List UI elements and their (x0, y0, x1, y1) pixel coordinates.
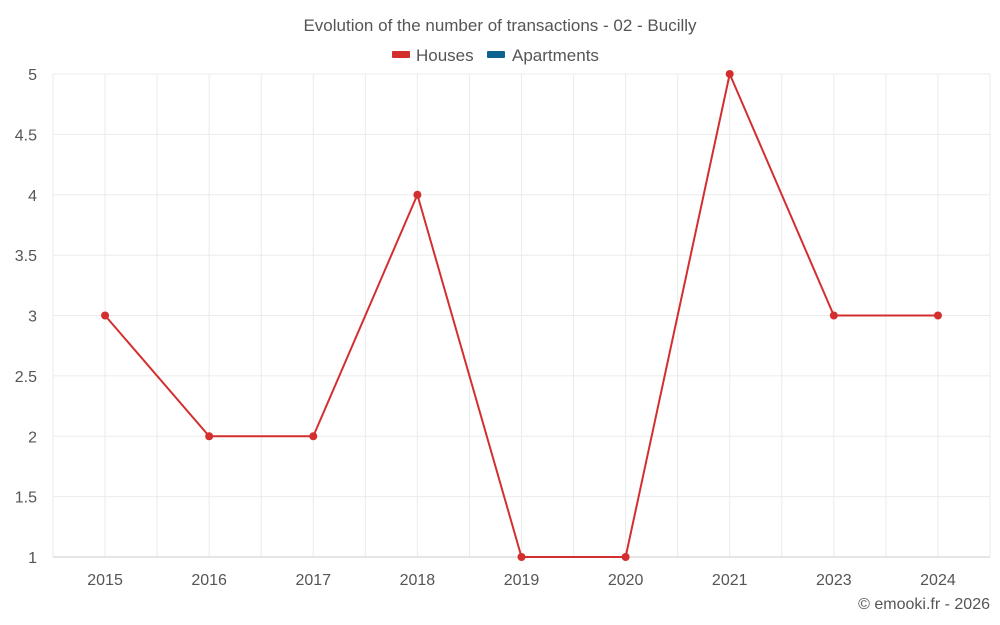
x-tick-label: 2021 (712, 572, 748, 589)
y-tick-label: 4.5 (15, 127, 37, 144)
data-point-houses[interactable] (413, 190, 422, 199)
x-tick-label: 2023 (816, 572, 852, 589)
credit-text: © emooki.fr - 2026 (858, 596, 990, 613)
x-tick-label: 2015 (87, 572, 123, 589)
y-tick-label: 1 (28, 550, 37, 567)
legend-label-houses[interactable]: Houses (416, 46, 474, 65)
data-point-houses[interactable] (933, 311, 942, 320)
x-tick-label: 2016 (191, 572, 227, 589)
chart-title: Evolution of the number of transactions … (303, 16, 697, 35)
legend: Houses Apartments (392, 46, 599, 65)
y-tick-label: 3 (28, 309, 37, 326)
data-point-houses[interactable] (725, 70, 734, 78)
data-point-houses[interactable] (101, 311, 110, 320)
data-point-houses[interactable] (309, 432, 318, 441)
y-tick-label: 3.5 (15, 248, 37, 265)
y-tick-label: 1.5 (15, 490, 37, 507)
y-axis: 1 1.5 2 2.5 3 3.5 4 4.5 5 (15, 67, 37, 567)
legend-label-apartments[interactable]: Apartments (512, 46, 599, 65)
y-tick-label: 4 (28, 188, 37, 205)
y-tick-label: 5 (28, 67, 37, 84)
data-point-houses[interactable] (517, 553, 526, 561)
x-tick-label: 2020 (608, 572, 644, 589)
data-point-houses[interactable] (205, 432, 214, 441)
x-tick-label: 2019 (504, 572, 540, 589)
x-tick-label: 2024 (920, 572, 956, 589)
legend-swatch-houses[interactable] (392, 51, 410, 58)
y-tick-label: 2 (28, 429, 37, 446)
y-tick-label: 2.5 (15, 369, 37, 386)
data-point-houses[interactable] (621, 553, 630, 561)
data-point-houses[interactable] (829, 311, 838, 320)
x-axis: 2015 2016 2017 2018 2019 2020 2021 2023 2024 (53, 556, 990, 589)
legend-swatch-apartments[interactable] (487, 51, 505, 58)
x-tick-label: 2018 (400, 572, 436, 589)
x-tick-label: 2017 (295, 572, 331, 589)
series-points (101, 70, 942, 561)
